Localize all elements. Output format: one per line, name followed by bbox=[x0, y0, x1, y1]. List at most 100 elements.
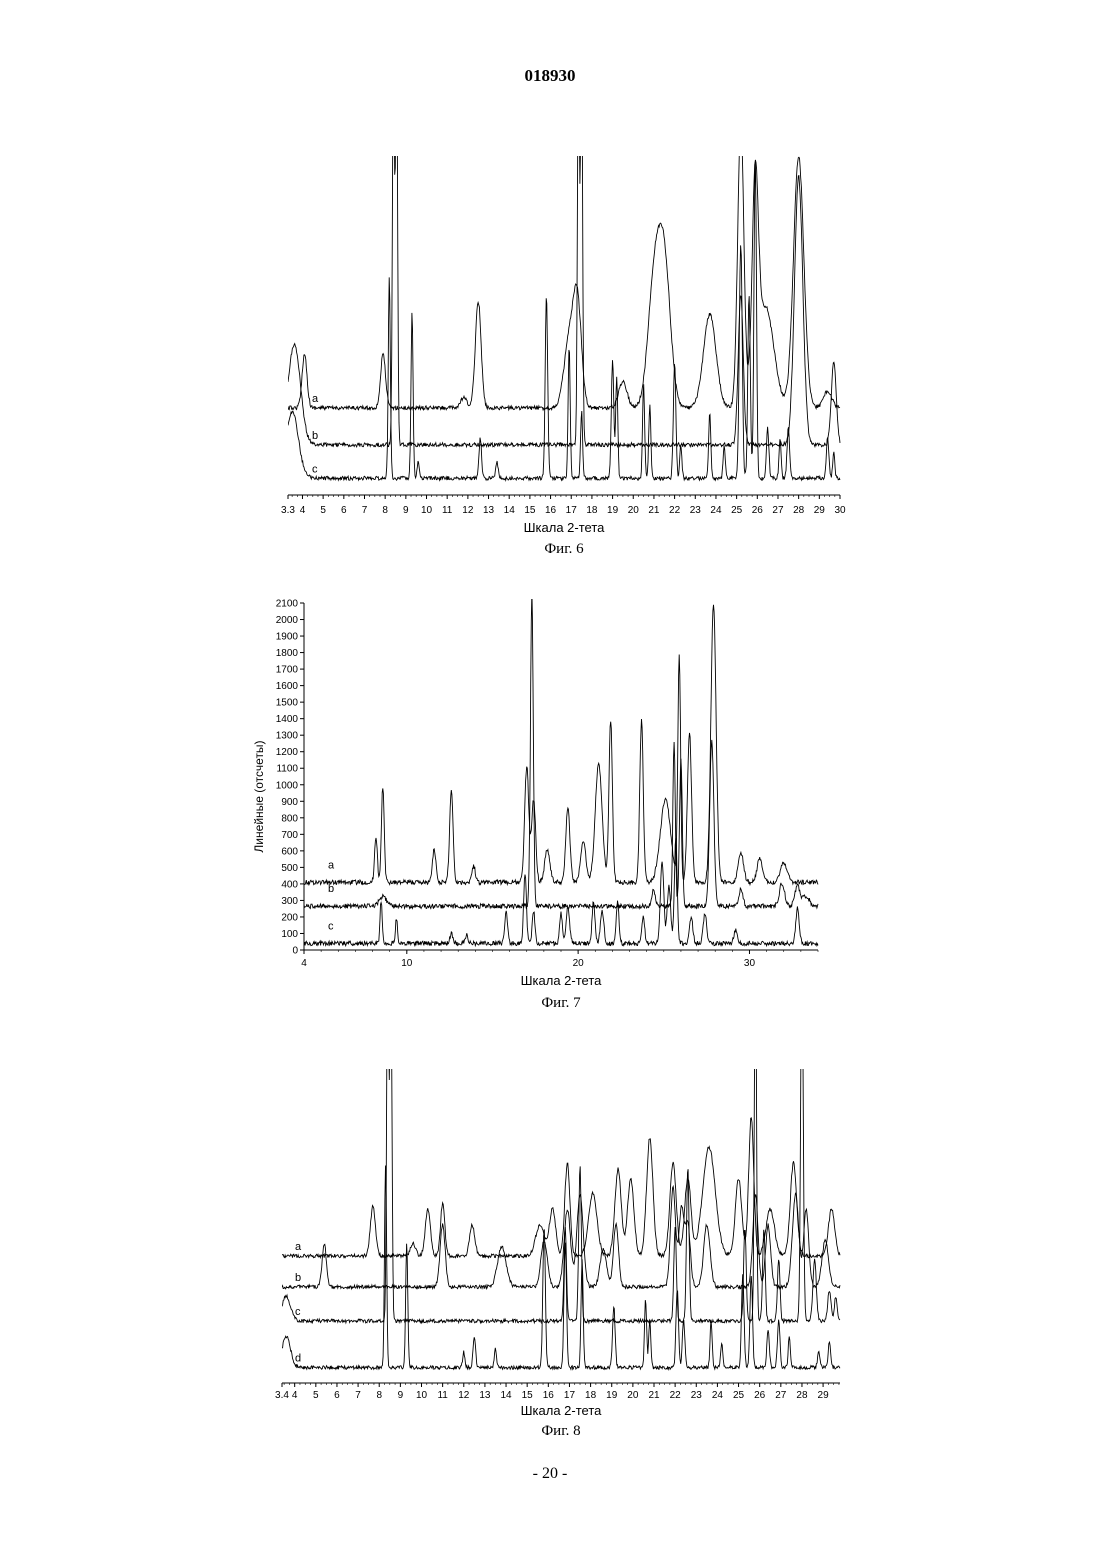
x-tick-label: 22 bbox=[670, 1390, 682, 1401]
y-tick-label: 400 bbox=[281, 879, 298, 890]
y-tick-label: 1000 bbox=[276, 780, 299, 791]
y-tick-label: 700 bbox=[281, 830, 298, 841]
y-tick-label: 1500 bbox=[276, 698, 299, 709]
x-tick-label: 24 bbox=[712, 1390, 724, 1401]
x-tick-label: 12 bbox=[458, 1390, 470, 1401]
y-tick-label: 900 bbox=[281, 797, 298, 808]
x-tick-label: 25 bbox=[733, 1390, 745, 1401]
y-tick-label: 2100 bbox=[276, 599, 299, 610]
x-tick-label: 14 bbox=[504, 505, 516, 516]
y-tick-label: 2000 bbox=[276, 615, 299, 626]
x-tick-label: 3.3 bbox=[281, 505, 295, 516]
x-tick-label: 5 bbox=[320, 505, 326, 516]
x-tick-label: 20 bbox=[628, 505, 640, 516]
x-tick-label: 17 bbox=[564, 1390, 576, 1401]
page-number: - 20 - bbox=[0, 1465, 1100, 1483]
series-label-b: b bbox=[295, 1272, 301, 1284]
x-tick-label: 13 bbox=[479, 1390, 491, 1401]
x-tick-label: 8 bbox=[382, 505, 388, 516]
series-label-c: c bbox=[328, 920, 334, 932]
series-line-c bbox=[288, 162, 840, 480]
y-tick-label: 100 bbox=[281, 929, 298, 940]
x-tick-label: 8 bbox=[376, 1390, 382, 1401]
x-tick-label: 10 bbox=[416, 1390, 428, 1401]
series-label-a: a bbox=[312, 393, 319, 405]
y-tick-label: 0 bbox=[292, 946, 298, 957]
series-line-d bbox=[282, 1166, 840, 1370]
x-tick-label: 29 bbox=[814, 505, 826, 516]
x-tick-label: 19 bbox=[607, 505, 619, 516]
x-tick-label: 27 bbox=[772, 505, 784, 516]
series-label-a: a bbox=[328, 859, 335, 871]
x-tick-label: 23 bbox=[691, 1390, 703, 1401]
figure-caption: Фиг. 8 bbox=[541, 1423, 580, 1439]
y-tick-label: 1800 bbox=[276, 648, 299, 659]
x-axis-label: Шкала 2-тета bbox=[521, 1403, 603, 1418]
series-line-b bbox=[304, 591, 818, 908]
series-line-b bbox=[288, 37, 840, 447]
y-tick-label: 800 bbox=[281, 813, 298, 824]
series-line-a bbox=[304, 605, 818, 885]
x-tick-label: 19 bbox=[606, 1390, 618, 1401]
x-axis-label: Шкала 2-тета bbox=[521, 973, 603, 988]
x-tick-label: 5 bbox=[313, 1390, 319, 1401]
x-tick-label: 6 bbox=[334, 1390, 340, 1401]
x-tick-label: 20 bbox=[573, 958, 585, 969]
x-tick-label: 11 bbox=[437, 1390, 448, 1401]
y-tick-label: 1700 bbox=[276, 665, 299, 676]
x-tick-label: 30 bbox=[744, 958, 756, 969]
x-tick-label: 22 bbox=[669, 505, 681, 516]
x-tick-label: 10 bbox=[401, 958, 413, 969]
y-tick-label: 1300 bbox=[276, 731, 299, 742]
x-tick-label: 20 bbox=[627, 1390, 639, 1401]
x-tick-label: 25 bbox=[731, 505, 743, 516]
x-tick-label: 6 bbox=[341, 505, 347, 516]
x-tick-label: 17 bbox=[566, 505, 578, 516]
x-tick-label: 12 bbox=[462, 505, 474, 516]
series-group bbox=[304, 591, 818, 945]
x-tick-label: 26 bbox=[752, 505, 764, 516]
x-tick-label: 9 bbox=[403, 505, 409, 516]
series-label-a: a bbox=[295, 1241, 302, 1253]
x-tick-label: 10 bbox=[421, 505, 433, 516]
series-line-b bbox=[282, 1187, 840, 1289]
y-tick-label: 200 bbox=[281, 912, 298, 923]
x-tick-label: 27 bbox=[775, 1390, 787, 1401]
figure-caption: Фиг. 7 bbox=[541, 995, 581, 1011]
x-tick-label: 30 bbox=[834, 505, 846, 516]
series-group bbox=[288, 37, 840, 481]
x-tick-label: 21 bbox=[648, 505, 660, 516]
document-number: 018930 bbox=[0, 66, 1100, 86]
x-tick-label: 4 bbox=[300, 505, 306, 516]
y-tick-label: 500 bbox=[281, 863, 298, 874]
x-tick-label: 26 bbox=[754, 1390, 766, 1401]
series-label-b: b bbox=[328, 883, 334, 895]
y-tick-label: 1600 bbox=[276, 681, 299, 692]
y-tick-label: 1200 bbox=[276, 747, 299, 758]
x-tick-label: 18 bbox=[586, 505, 598, 516]
x-tick-label: 28 bbox=[796, 1390, 808, 1401]
y-axis-label: Линейные (отсчеты) bbox=[252, 740, 266, 852]
x-tick-label: 28 bbox=[793, 505, 805, 516]
series-line-c bbox=[304, 838, 818, 946]
series-label-d: d bbox=[295, 1353, 301, 1365]
x-tick-label: 23 bbox=[690, 505, 702, 516]
series-line-a bbox=[282, 1118, 840, 1258]
y-tick-label: 1400 bbox=[276, 714, 299, 725]
x-tick-label: 24 bbox=[710, 505, 722, 516]
series-line-a bbox=[288, 123, 840, 410]
x-tick-label: 16 bbox=[545, 505, 557, 516]
y-tick-label: 600 bbox=[281, 846, 298, 857]
x-tick-label: 4 bbox=[301, 958, 307, 969]
x-tick-label: 7 bbox=[355, 1390, 361, 1401]
x-tick-label: 4 bbox=[292, 1390, 298, 1401]
x-tick-label: 11 bbox=[442, 505, 453, 516]
figure-caption: Фиг. 6 bbox=[544, 541, 584, 557]
series-label-c: c bbox=[312, 463, 318, 475]
series-label-c: c bbox=[295, 1306, 301, 1318]
x-tick-label: 7 bbox=[362, 505, 368, 516]
series-label-b: b bbox=[312, 430, 318, 442]
x-tick-label: 15 bbox=[522, 1390, 534, 1401]
